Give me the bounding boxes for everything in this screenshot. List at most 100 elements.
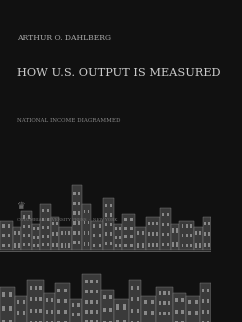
- Bar: [116, 304, 119, 310]
- Bar: [101, 290, 114, 322]
- Bar: [123, 320, 126, 322]
- Bar: [148, 243, 150, 247]
- Bar: [181, 309, 183, 314]
- Bar: [91, 320, 93, 322]
- Bar: [208, 222, 210, 225]
- Bar: [130, 227, 133, 230]
- Bar: [105, 223, 107, 226]
- Text: COLUMBIA UNIVERSITY PRESS  ·  NEW YORK: COLUMBIA UNIVERSITY PRESS · NEW YORK: [17, 218, 117, 222]
- Bar: [186, 224, 188, 228]
- Bar: [44, 293, 55, 322]
- Bar: [96, 279, 98, 283]
- Bar: [28, 234, 30, 237]
- Bar: [30, 309, 32, 313]
- Bar: [156, 232, 158, 236]
- Bar: [78, 192, 81, 195]
- Text: NATIONAL INCOME DIAGRAMMED: NATIONAL INCOME DIAGRAMMED: [17, 118, 120, 123]
- Bar: [176, 228, 178, 233]
- Bar: [73, 241, 76, 244]
- Bar: [8, 224, 10, 228]
- Bar: [73, 231, 76, 234]
- Bar: [98, 234, 101, 238]
- Bar: [0, 251, 211, 252]
- Bar: [151, 300, 154, 304]
- Bar: [42, 226, 44, 229]
- Bar: [61, 243, 63, 248]
- Bar: [42, 235, 44, 238]
- Bar: [51, 321, 53, 322]
- Bar: [23, 311, 25, 315]
- Bar: [47, 209, 49, 212]
- Bar: [135, 227, 146, 250]
- Bar: [51, 217, 59, 250]
- Bar: [52, 232, 54, 236]
- Bar: [129, 280, 141, 322]
- Bar: [136, 297, 139, 301]
- Bar: [202, 321, 204, 322]
- Bar: [46, 298, 48, 302]
- Bar: [131, 297, 133, 301]
- Bar: [156, 243, 158, 247]
- Bar: [78, 231, 81, 234]
- Bar: [196, 243, 197, 248]
- Bar: [151, 311, 154, 315]
- Bar: [78, 212, 81, 215]
- Bar: [172, 242, 174, 248]
- Bar: [9, 320, 12, 322]
- Bar: [42, 243, 44, 246]
- Bar: [17, 311, 19, 315]
- Bar: [2, 306, 5, 311]
- Bar: [167, 232, 169, 236]
- Bar: [83, 242, 85, 246]
- Bar: [39, 320, 42, 322]
- Bar: [57, 299, 60, 303]
- Bar: [55, 283, 70, 322]
- Bar: [30, 320, 32, 322]
- Bar: [116, 320, 119, 322]
- Bar: [196, 231, 197, 235]
- Bar: [115, 244, 117, 248]
- Bar: [103, 308, 106, 312]
- Bar: [114, 224, 122, 250]
- Bar: [35, 320, 37, 322]
- Bar: [18, 243, 20, 248]
- Bar: [207, 310, 209, 314]
- Bar: [119, 227, 121, 230]
- Bar: [0, 221, 13, 250]
- Bar: [204, 232, 206, 236]
- Bar: [82, 204, 91, 250]
- Bar: [188, 311, 191, 315]
- Bar: [208, 232, 210, 236]
- Bar: [142, 243, 144, 248]
- Bar: [17, 300, 19, 304]
- Bar: [2, 234, 5, 238]
- Bar: [110, 213, 112, 217]
- Bar: [82, 274, 101, 322]
- Bar: [77, 313, 80, 317]
- Bar: [9, 292, 12, 297]
- Bar: [96, 300, 98, 304]
- Bar: [77, 303, 80, 307]
- Bar: [105, 204, 107, 207]
- Bar: [68, 231, 70, 235]
- Bar: [47, 226, 49, 229]
- Bar: [122, 214, 135, 250]
- Bar: [110, 204, 112, 207]
- Bar: [186, 244, 188, 247]
- Bar: [152, 232, 154, 236]
- Bar: [28, 243, 30, 246]
- Bar: [207, 289, 209, 292]
- Bar: [194, 227, 203, 250]
- Bar: [70, 299, 82, 322]
- Bar: [159, 291, 161, 295]
- Bar: [73, 192, 76, 195]
- Bar: [130, 218, 133, 221]
- Bar: [167, 213, 169, 216]
- Bar: [28, 215, 30, 219]
- Bar: [159, 301, 161, 305]
- Bar: [39, 309, 42, 313]
- Bar: [47, 235, 49, 238]
- Bar: [68, 243, 70, 248]
- Bar: [168, 311, 170, 315]
- Bar: [109, 308, 112, 312]
